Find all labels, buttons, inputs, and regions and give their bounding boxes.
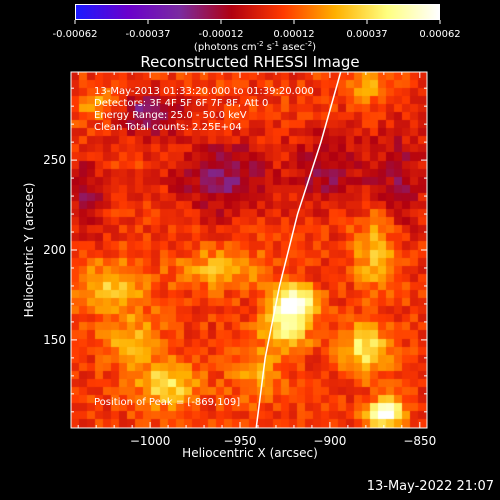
colorbar-tick-label: -0.00012 [199,29,244,40]
colorbar-tick-label: -0.00037 [126,29,171,40]
peak-position-label: Position of Peak = [-869,109] [94,397,241,408]
colorbar-tick-label: 0.00037 [346,29,387,40]
colorbar [75,4,440,20]
solar-limb-line [255,71,342,429]
y-axis-label: Heliocentric Y (arcsec) [22,182,36,318]
x-axis-label: Heliocentric X (arcsec) [182,446,318,460]
x-tick-label: −850 [403,434,436,448]
annotation-detectors: Detectors: 3F 4F 5F 6F 7F 8F, Att 0 [94,98,269,109]
annotation-energy-range: Energy Range: 25.0 - 50.0 keV [94,110,247,121]
y-axis-ticks: 150 200 250 [43,87,427,413]
annotation-clean-counts: Clean Total counts: 2.25E+04 [94,122,242,133]
x-tick-label: −1000 [130,434,171,448]
footer-timestamp: 13-May-2022 21:07 [366,479,494,494]
colorbar-tick-label: -0.00062 [53,29,98,40]
x-axis-ticks: −1000 −950 −900 −850 [77,72,436,448]
chart-title: Reconstructed RHESSI Image [140,53,360,71]
x-tick-label: −900 [313,434,346,448]
y-tick-label: 200 [43,243,66,257]
colorbar-tick-label: 0.00062 [419,29,460,40]
colorbar-units: (photons cm-2 s-1 asec-2) [194,40,316,53]
y-tick-label: 150 [43,333,66,347]
y-tick-label: 250 [43,153,66,167]
heatmap-image [71,72,427,428]
colorbar-tick-label: 0.00012 [273,29,314,40]
x-tick-label: −950 [224,434,257,448]
colorbar-labels: -0.00062 -0.00037 -0.00012 0.00012 0.00037 0.… [53,20,461,53]
annotation-time-range: 13-May-2013 01:33:20.000 to 01:39:20.000 [94,86,314,97]
